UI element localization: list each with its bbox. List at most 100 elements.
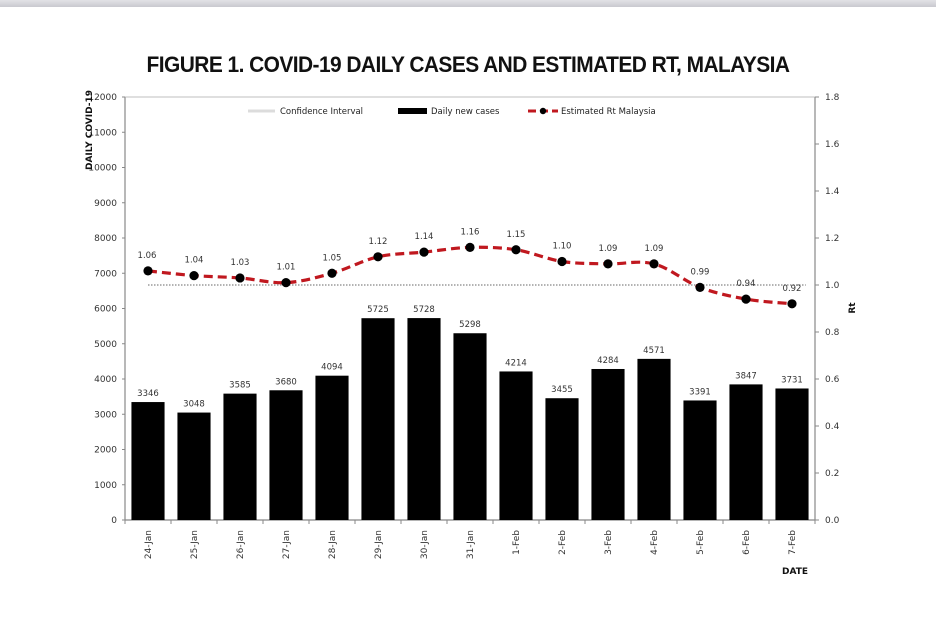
legend-swatch-rt-marker — [539, 107, 547, 115]
bar-value-label: 5725 — [367, 305, 389, 315]
rt-point — [695, 282, 705, 292]
rt-point — [281, 278, 291, 288]
bar-value-label: 5728 — [413, 305, 435, 315]
x-tick-label: 6-Feb — [742, 530, 752, 555]
rt-value-label: 0.92 — [783, 284, 802, 294]
y2-tick-label: 1.4 — [825, 187, 840, 197]
bar-value-label: 3585 — [229, 381, 251, 391]
rt-value-label: 1.04 — [185, 256, 204, 266]
x-tick-label: 31-Jan — [466, 530, 476, 559]
bar — [361, 318, 395, 520]
bar-value-label: 3680 — [275, 377, 297, 387]
bar-value-label: 3455 — [551, 385, 573, 395]
x-tick-label: 5-Feb — [696, 530, 706, 555]
rt-point — [143, 266, 153, 276]
legend: Confidence Interval Daily new cases Estima… — [248, 107, 656, 117]
y2-tick-label: 0.2 — [825, 469, 839, 479]
y-tick-label: 12000 — [88, 93, 117, 103]
bar — [177, 412, 211, 520]
bars-group: 3346 3048 3585 3680 4094 5725 5728 5298 4214 3455… — [131, 305, 809, 520]
y2-tick-label: 0.0 — [825, 516, 840, 526]
bar — [131, 402, 165, 520]
rt-point — [557, 256, 567, 267]
bar — [269, 390, 303, 520]
bar-value-label: 3731 — [781, 375, 803, 385]
x-tick-label: 4-Feb — [650, 530, 660, 555]
legend-swatch-daily-cases — [398, 108, 427, 114]
x-tick-label: 3-Feb — [604, 530, 614, 555]
rt-value-label: 1.06 — [138, 251, 157, 261]
bar — [223, 393, 257, 520]
y-tick-label: 8000 — [94, 234, 117, 244]
y-tick-label: 5000 — [94, 340, 117, 350]
bar — [775, 388, 809, 520]
y2-tick-label: 1.8 — [825, 93, 840, 103]
bar-value-label: 5298 — [459, 320, 481, 330]
rt-point — [419, 247, 429, 257]
x-axis-title: DATE — [782, 567, 808, 577]
bar-value-label: 3391 — [689, 387, 711, 397]
bar-value-label: 4094 — [321, 363, 343, 373]
bar — [591, 368, 625, 520]
y-tick-label: 10000 — [88, 164, 117, 174]
y2-tick-label: 1.6 — [825, 140, 840, 150]
y-tick-label: 2000 — [94, 446, 117, 456]
rt-value-label: 0.94 — [737, 279, 756, 289]
rt-point — [649, 259, 659, 269]
y-tick-label: 11000 — [88, 128, 117, 138]
y2-tick-label: 0.4 — [825, 422, 840, 432]
rt-value-label: 1.10 — [553, 242, 572, 252]
bar — [637, 358, 671, 520]
rt-value-label: 1.01 — [277, 263, 296, 273]
bar-value-label: 4284 — [597, 356, 619, 366]
rt-point — [373, 252, 383, 262]
bar — [315, 375, 349, 520]
y2-tick-label: 1.0 — [825, 281, 840, 291]
rt-value-label: 1.12 — [369, 237, 388, 247]
y2-tick-label: 1.2 — [825, 234, 839, 244]
chart-title: FIGURE 1. COVID-19 DAILY CASES AND ESTIM… — [146, 52, 790, 77]
y-tick-label: 0 — [111, 516, 117, 526]
rt-value-label: 1.09 — [645, 244, 664, 254]
y2-axis-title: Rt — [848, 302, 858, 314]
x-tick-label: 30-Jan — [420, 530, 430, 559]
bar — [729, 384, 763, 520]
rt-value-label: 1.09 — [599, 244, 618, 254]
y2-tick-label: 0.8 — [825, 328, 840, 338]
rt-point — [465, 242, 475, 252]
bar — [499, 371, 533, 520]
bar-value-label: 4571 — [643, 346, 665, 356]
legend-label-confidence-interval: Confidence Interval — [280, 107, 363, 117]
y-tick-label: 3000 — [94, 410, 117, 420]
x-tick-label: 24-Jan — [144, 530, 154, 559]
x-tick-label: 29-Jan — [374, 530, 384, 559]
rt-point — [235, 273, 245, 283]
x-tick-label: 26-Jan — [236, 530, 246, 559]
rt-value-label: 1.14 — [415, 232, 434, 242]
legend-label-daily-cases: Daily new cases — [431, 107, 500, 117]
bar-value-label: 4214 — [505, 358, 527, 368]
rt-point — [787, 299, 797, 309]
x-tick-label: 7-Feb — [788, 530, 798, 555]
bar — [683, 400, 717, 520]
rt-value-label: 1.05 — [323, 253, 342, 263]
legend-label-rt: Estimated Rt Malaysia — [561, 107, 656, 117]
y-tick-label: 7000 — [94, 269, 117, 279]
x-tick-label: 2-Feb — [558, 530, 568, 555]
bar — [453, 333, 487, 520]
y-tick-label: 1000 — [94, 481, 117, 491]
rt-point — [603, 259, 613, 269]
y-axis-title: DAILY COVID-19 — [85, 90, 95, 170]
x-tick-label: 25-Jan — [190, 530, 200, 559]
lines-group: 1.06 1.04 1.03 1.01 1.05 1.12 1.14 1.16 1.15 1.10… — [138, 227, 806, 309]
rt-value-label: 1.16 — [461, 227, 480, 237]
rt-point — [741, 294, 751, 304]
y-tick-label: 6000 — [94, 305, 117, 315]
rt-point — [327, 268, 337, 278]
rt-value-label: 1.15 — [507, 230, 526, 240]
y-tick-label: 4000 — [94, 375, 117, 385]
x-tick-label: 1-Feb — [512, 530, 522, 555]
bar-value-label: 3048 — [183, 400, 205, 410]
bar — [545, 398, 579, 520]
